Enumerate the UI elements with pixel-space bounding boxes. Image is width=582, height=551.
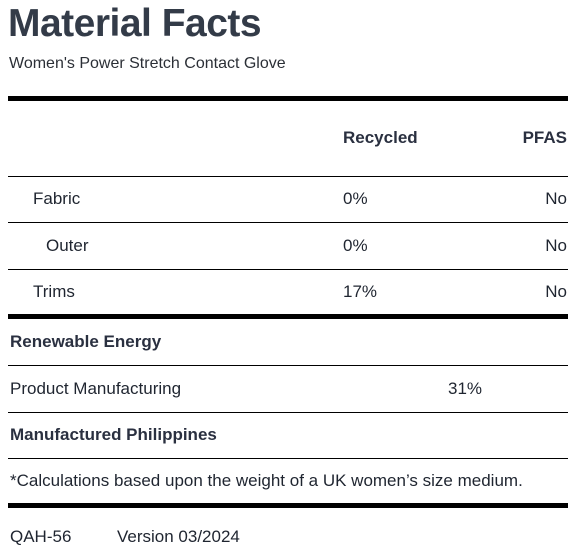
row-value-fabric-pfas: No xyxy=(545,189,567,208)
renewable-energy-heading: Renewable Energy xyxy=(10,332,162,351)
product-manufacturing-value: 31% xyxy=(448,379,483,398)
divider xyxy=(8,96,568,101)
page-title: Material Facts xyxy=(8,2,262,45)
divider xyxy=(8,458,568,459)
divider xyxy=(8,222,568,223)
manufactured-location: Manufactured Philippines xyxy=(10,425,217,444)
footer-code: QAH-56 xyxy=(10,527,72,546)
column-header-recycled: Recycled xyxy=(343,128,418,147)
row-value-fabric-recycled: 0% xyxy=(343,189,368,208)
row-value-trims-pfas: No xyxy=(545,282,567,301)
row-value-trims-recycled: 17% xyxy=(343,282,378,301)
divider xyxy=(8,365,568,366)
product-manufacturing-label: Product Manufacturing xyxy=(10,379,182,398)
divider xyxy=(8,314,568,319)
product-name: Women's Power Stretch Contact Glove xyxy=(9,55,286,72)
divider xyxy=(8,412,568,413)
column-header-pfas: PFAS xyxy=(522,128,567,147)
row-value-outer-recycled: 0% xyxy=(343,236,368,255)
divider xyxy=(8,503,568,508)
footer-version: Version 03/2024 xyxy=(117,527,240,546)
row-label-outer: Outer xyxy=(46,236,89,255)
row-label-fabric: Fabric xyxy=(33,189,81,208)
row-value-outer-pfas: No xyxy=(545,236,567,255)
row-label-trims: Trims xyxy=(33,282,75,301)
footnote: *Calculations based upon the weight of a… xyxy=(10,471,523,490)
divider xyxy=(8,176,568,177)
divider xyxy=(8,269,568,270)
